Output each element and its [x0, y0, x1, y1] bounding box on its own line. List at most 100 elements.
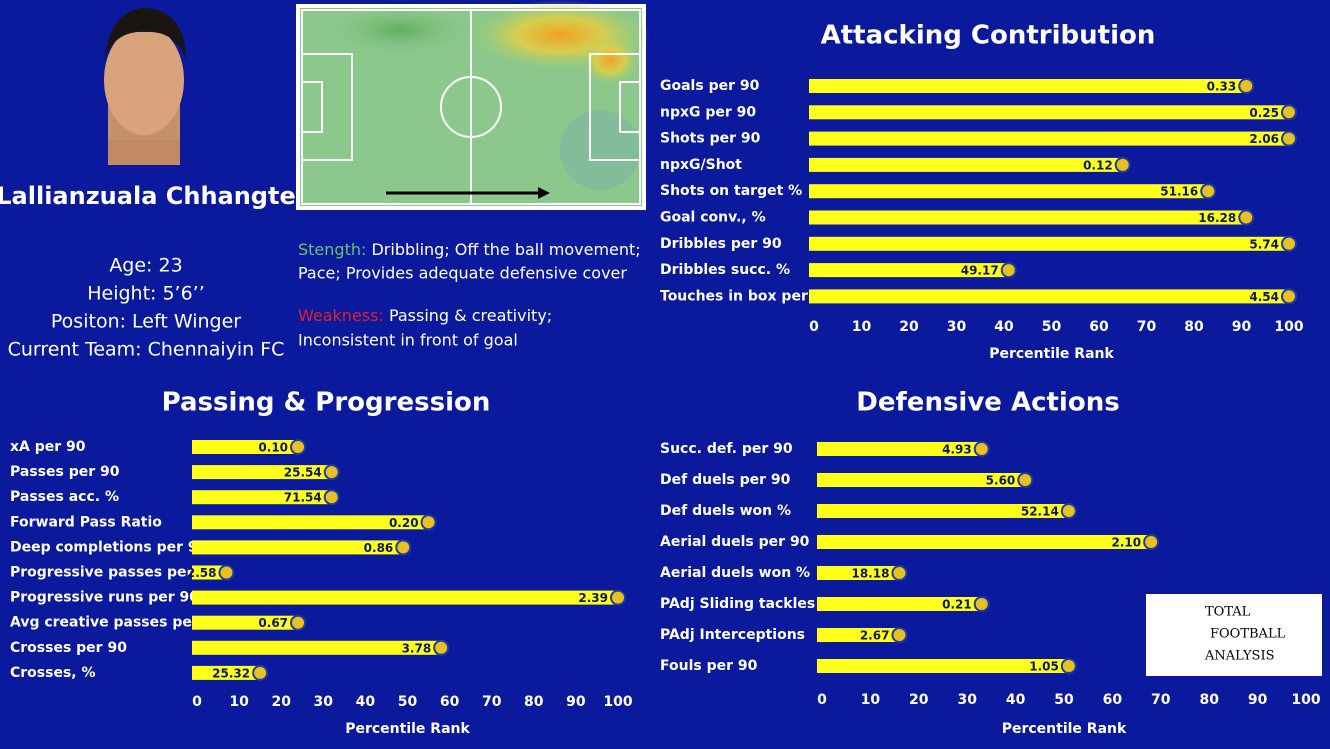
badge-icon: [1143, 534, 1160, 550]
x-tick-label: 0: [817, 692, 827, 708]
category-label: Crosses, %: [10, 665, 96, 681]
stat-label: 2.10: [1112, 536, 1142, 550]
category-label: Goals per 90: [660, 78, 760, 94]
stat-label: 4.54: [1249, 290, 1279, 304]
bar: [809, 184, 1209, 199]
badge-icon: [1017, 472, 1034, 488]
badge-icon: [1060, 503, 1077, 519]
chart-title: Attacking Contribution: [821, 21, 1156, 51]
logo-text: FOOTBALL: [1210, 627, 1286, 642]
weakness-note: Weakness: Passing & creativity;: [298, 306, 552, 325]
stat-label: 18.18: [851, 567, 889, 581]
badge-icon: [290, 614, 307, 631]
badge-icon: [1281, 288, 1297, 305]
stat-label: 5.74: [1249, 237, 1279, 251]
player-photo: [104, 8, 186, 165]
stat-label: 2.67: [860, 629, 890, 643]
badge-icon: [1281, 104, 1297, 121]
badge-icon: [1060, 658, 1077, 674]
x-axis-label: Percentile Rank: [1002, 721, 1127, 737]
x-tick-label: 60: [1089, 319, 1109, 335]
category-label: Avg creative passes per 90: [10, 615, 223, 631]
x-tick-label: 30: [314, 694, 334, 710]
bar: [192, 615, 299, 630]
stat-label: 0.33: [1207, 80, 1237, 94]
category-label: PAdj Sliding tackles: [660, 596, 815, 612]
x-tick-label: 90: [566, 694, 586, 710]
badge-icon: [323, 464, 340, 481]
bar: [809, 105, 1289, 120]
category-label: Passes acc. %: [10, 489, 119, 505]
x-tick-label: 100: [603, 694, 632, 710]
badge-icon: [290, 439, 307, 455]
x-tick-label: 30: [947, 319, 967, 335]
x-tick-label: 60: [440, 694, 460, 710]
logo-text: ANALYSIS: [1204, 649, 1274, 664]
stat-label: 1.05: [1029, 660, 1059, 674]
bar: [809, 131, 1289, 146]
category-label: Dribbles succ. %: [660, 262, 790, 278]
stat-label: 2.06: [1249, 132, 1279, 146]
bar: [192, 565, 227, 580]
player-detail: Current Team: Chennaiyin FC: [8, 339, 285, 361]
category-label: Fouls per 90: [660, 658, 758, 674]
x-tick-label: 20: [899, 319, 919, 335]
x-tick-label: 10: [852, 319, 872, 335]
badge-icon: [1000, 262, 1017, 279]
strength-label: Stength:: [298, 240, 366, 259]
category-label: Deep completions per 90: [10, 539, 208, 555]
x-tick-label: 90: [1248, 692, 1268, 708]
bar: [817, 659, 1069, 673]
stat-label: 71.54: [284, 491, 322, 505]
x-tick-label: 10: [861, 692, 881, 708]
badge-icon: [433, 639, 450, 656]
x-tick-label: 10: [229, 694, 249, 710]
badge-icon: [395, 539, 412, 556]
category-label: npxG per 90: [660, 104, 756, 120]
category-label: Shots per 90: [660, 131, 761, 147]
logo-box: [1146, 594, 1322, 676]
badge-icon: [1281, 130, 1297, 147]
strength-note: Stength: Dribbling; Off the ball movemen…: [298, 240, 641, 259]
bar: [809, 263, 1009, 278]
bar: [817, 473, 1026, 487]
bar: [192, 440, 299, 454]
category-label: Goal conv., %: [660, 210, 766, 226]
badge-icon: [218, 564, 235, 581]
x-tick-label: 30: [957, 692, 977, 708]
bar: [809, 210, 1247, 225]
x-tick-label: 20: [271, 694, 291, 710]
x-tick-label: 40: [994, 319, 1014, 335]
bar: [817, 442, 982, 456]
x-tick-label: 50: [398, 694, 418, 710]
bar: [192, 490, 332, 505]
x-tick-label: 0: [809, 319, 819, 335]
badge-icon: [323, 489, 340, 506]
badge-icon: [891, 627, 908, 643]
badge-icon: [1200, 183, 1217, 200]
stat-label: 5.60: [986, 474, 1016, 488]
bar: [192, 590, 618, 605]
badge-icon: [973, 596, 990, 612]
x-tick-label: 50: [1042, 319, 1062, 335]
strength-text: Dribbling; Off the ball movement;: [371, 240, 640, 259]
bar: [817, 566, 900, 580]
badge-icon: [1114, 156, 1131, 173]
x-axis-label: Percentile Rank: [345, 721, 470, 737]
x-tick-label: 40: [356, 694, 376, 710]
x-tick-label: 50: [1054, 692, 1074, 708]
bar: [817, 504, 1069, 518]
x-tick-label: 100: [1274, 319, 1303, 335]
stat-label: 52.14: [1021, 505, 1059, 519]
stat-label: 16.28: [1198, 211, 1236, 225]
badge-icon: [610, 589, 626, 606]
bar: [192, 665, 261, 680]
x-tick-label: 70: [1137, 319, 1157, 335]
stat-label: 0.10: [258, 441, 288, 455]
category-label: Forward Pass Ratio: [10, 514, 162, 530]
badge-icon: [420, 514, 437, 531]
category-label: Def duels per 90: [660, 472, 791, 488]
stat-label: 0.67: [258, 616, 288, 630]
player-detail: Positon: Left Winger: [51, 311, 241, 333]
